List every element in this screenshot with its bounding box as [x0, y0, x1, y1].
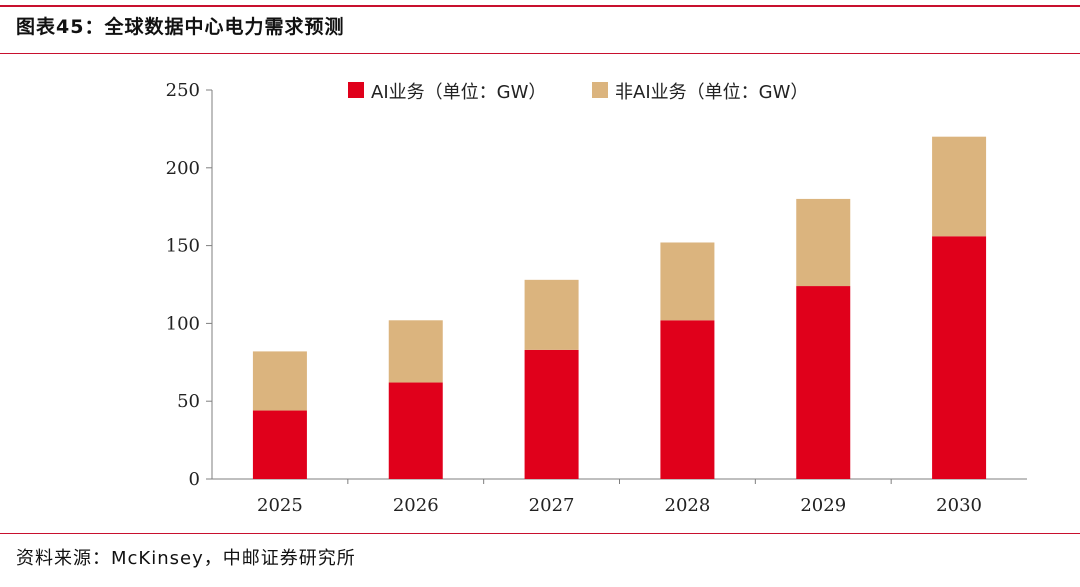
bar-segment-ai-2027 — [524, 349, 579, 479]
bar-segment-non-ai-2025 — [252, 351, 307, 411]
bar-segment-ai-2025 — [252, 410, 307, 479]
y-tick-label: 100 — [166, 313, 200, 334]
bar-segment-ai-2029 — [796, 286, 851, 479]
x-tick-label: 2030 — [936, 495, 982, 516]
y-tick-label: 50 — [177, 391, 200, 412]
bar-segment-non-ai-2027 — [524, 279, 579, 350]
legend-label-ai: AI业务（单位：GW） — [371, 82, 546, 103]
bar-segment-non-ai-2029 — [796, 198, 851, 287]
bar-segment-non-ai-2026 — [388, 320, 443, 383]
y-tick-label: 200 — [166, 158, 200, 179]
y-tick-label: 250 — [166, 80, 200, 101]
source-note: 资料来源：McKinsey，中邮证券研究所 — [16, 548, 356, 569]
figure-title: 图表45：全球数据中心电力需求预测 — [16, 16, 345, 38]
bar-segment-ai-2030 — [932, 236, 987, 479]
bar-segment-non-ai-2028 — [660, 242, 715, 321]
x-tick-label: 2028 — [665, 495, 711, 516]
x-tick-label: 2025 — [257, 495, 303, 516]
bar-segment-ai-2026 — [388, 382, 443, 479]
chart-legend: AI业务（单位：GW） 非AI业务（单位：GW） — [348, 82, 808, 103]
top-rule — [0, 5, 1080, 7]
footer-rule — [0, 533, 1080, 534]
y-tick-label: 0 — [189, 469, 200, 490]
x-tick-label: 2027 — [529, 495, 575, 516]
bar-segment-ai-2028 — [660, 320, 715, 479]
x-tick-label: 2026 — [393, 495, 439, 516]
bar-segment-non-ai-2030 — [932, 136, 987, 237]
legend-swatch-non-ai — [592, 82, 608, 98]
y-tick-label: 150 — [166, 236, 200, 257]
x-tick-label: 2029 — [800, 495, 846, 516]
chart-axes: 0 50 100 150 200 250 2025 2026 2027 2028 2029 2030 — [166, 80, 1027, 516]
legend-swatch-ai — [348, 82, 364, 98]
header-rule — [0, 53, 1080, 54]
chart-bars — [252, 136, 987, 479]
legend-label-non-ai: 非AI业务（单位：GW） — [615, 82, 808, 103]
